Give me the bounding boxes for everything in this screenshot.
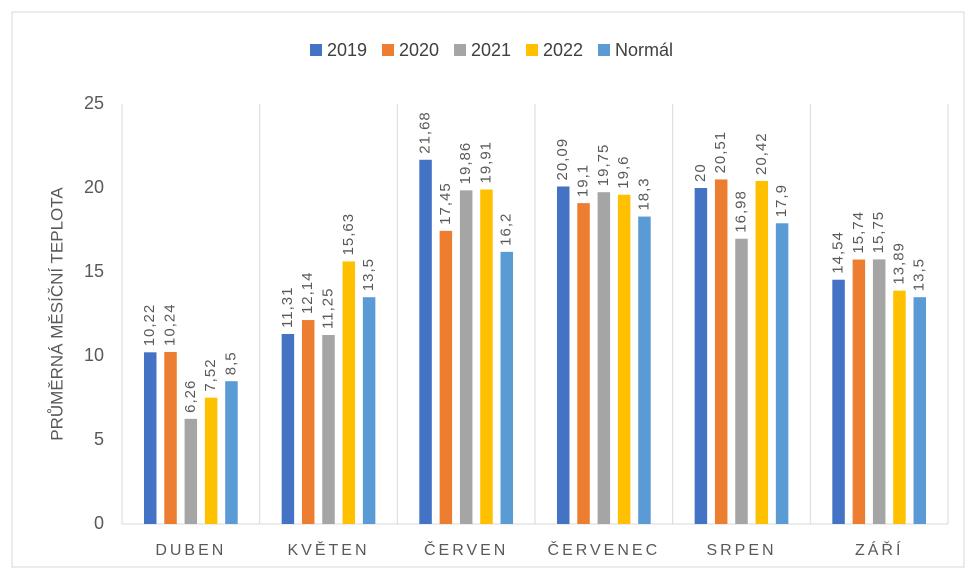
value-label: 19,91: [477, 141, 494, 184]
bar: [852, 259, 866, 524]
value-label: 17,45: [437, 182, 454, 225]
legend-label: 2019: [327, 40, 367, 60]
bar: [872, 259, 886, 524]
x-tick-label: ČERVEN: [424, 540, 508, 559]
value-label: 13,5: [360, 258, 377, 291]
bar: [714, 179, 728, 524]
value-label: 15,74: [850, 211, 867, 254]
bar: [500, 251, 514, 524]
bar: [459, 190, 473, 525]
bar: [301, 320, 315, 524]
value-label: 13,5: [911, 258, 928, 291]
legend-label: 2020: [399, 40, 439, 60]
y-tick-label: 20: [84, 177, 104, 197]
bar: [597, 192, 611, 524]
bar: [322, 335, 335, 524]
x-tick-label: SRPEN: [706, 542, 776, 559]
x-tick-label: KVĚTEN: [287, 540, 369, 559]
value-label: 7,52: [202, 358, 219, 391]
y-tick-label: 0: [94, 513, 104, 533]
value-label: 11,31: [279, 287, 296, 328]
bar: [164, 351, 177, 524]
legend-swatch: [454, 44, 466, 56]
value-label: 6,26: [182, 380, 199, 413]
bar: [617, 194, 631, 524]
value-label: 10,22: [141, 304, 158, 347]
value-label: 19,1: [575, 164, 592, 197]
value-label: 20: [692, 163, 709, 182]
legend-swatch: [310, 44, 322, 56]
value-label: 16,2: [498, 213, 515, 246]
bar: [204, 397, 218, 524]
value-label: 18,3: [635, 177, 652, 210]
value-label: 19,75: [595, 144, 612, 187]
value-label: 20,09: [554, 138, 571, 181]
x-tick-label: DUBEN: [155, 542, 226, 559]
bar: [893, 290, 906, 524]
bar: [342, 261, 356, 524]
y-tick-label: 10: [84, 345, 104, 365]
value-label: 13,89: [890, 242, 907, 285]
value-label: 21,68: [417, 111, 434, 154]
y-tick-label: 5: [94, 429, 104, 449]
value-label: 8,5: [222, 351, 239, 375]
y-tick-label: 25: [84, 93, 104, 113]
bar: [225, 381, 238, 524]
value-label: 16,98: [732, 190, 749, 233]
bar: [577, 203, 590, 524]
bar: [556, 186, 570, 524]
legend-swatch: [598, 44, 610, 56]
value-label: 17,9: [773, 184, 790, 217]
value-label: 11,25: [319, 288, 336, 329]
legend-label: 2021: [471, 40, 511, 60]
legend-swatch: [526, 44, 538, 56]
bar: [143, 352, 157, 524]
value-label: 19,6: [615, 156, 632, 189]
bar: [638, 216, 651, 524]
bar: [775, 223, 789, 524]
value-label: 12,14: [299, 272, 316, 315]
y-tick-label: 15: [84, 261, 104, 281]
value-label: 20,42: [753, 132, 770, 175]
value-label: 19,86: [457, 142, 474, 185]
bar: [281, 333, 295, 524]
y-axis-label: PRŮMĚRNÁ MĚSÍČNÍ TEPLOTA: [47, 187, 66, 441]
bar: [913, 297, 927, 524]
bar: [832, 279, 845, 524]
value-label: 15,75: [870, 211, 887, 254]
legend-label: Normál: [615, 40, 673, 60]
legend-swatch: [382, 44, 394, 56]
value-label: 10,24: [162, 303, 179, 346]
bar: [480, 189, 493, 524]
x-tick-label: ZÁŘÍ: [855, 540, 903, 559]
bar: [184, 418, 198, 524]
bar: [439, 230, 453, 524]
bar: [755, 180, 769, 524]
bar: [735, 238, 748, 524]
value-label: 14,54: [830, 231, 847, 274]
value-label: 20,51: [712, 131, 729, 174]
bar: [362, 297, 376, 524]
legend-label: 2022: [543, 40, 583, 60]
x-tick-label: ČERVENEC: [548, 540, 661, 559]
value-label: 15,63: [340, 213, 357, 256]
chart-frame: [11, 11, 965, 568]
bar: [694, 188, 708, 524]
bar: [419, 159, 432, 524]
